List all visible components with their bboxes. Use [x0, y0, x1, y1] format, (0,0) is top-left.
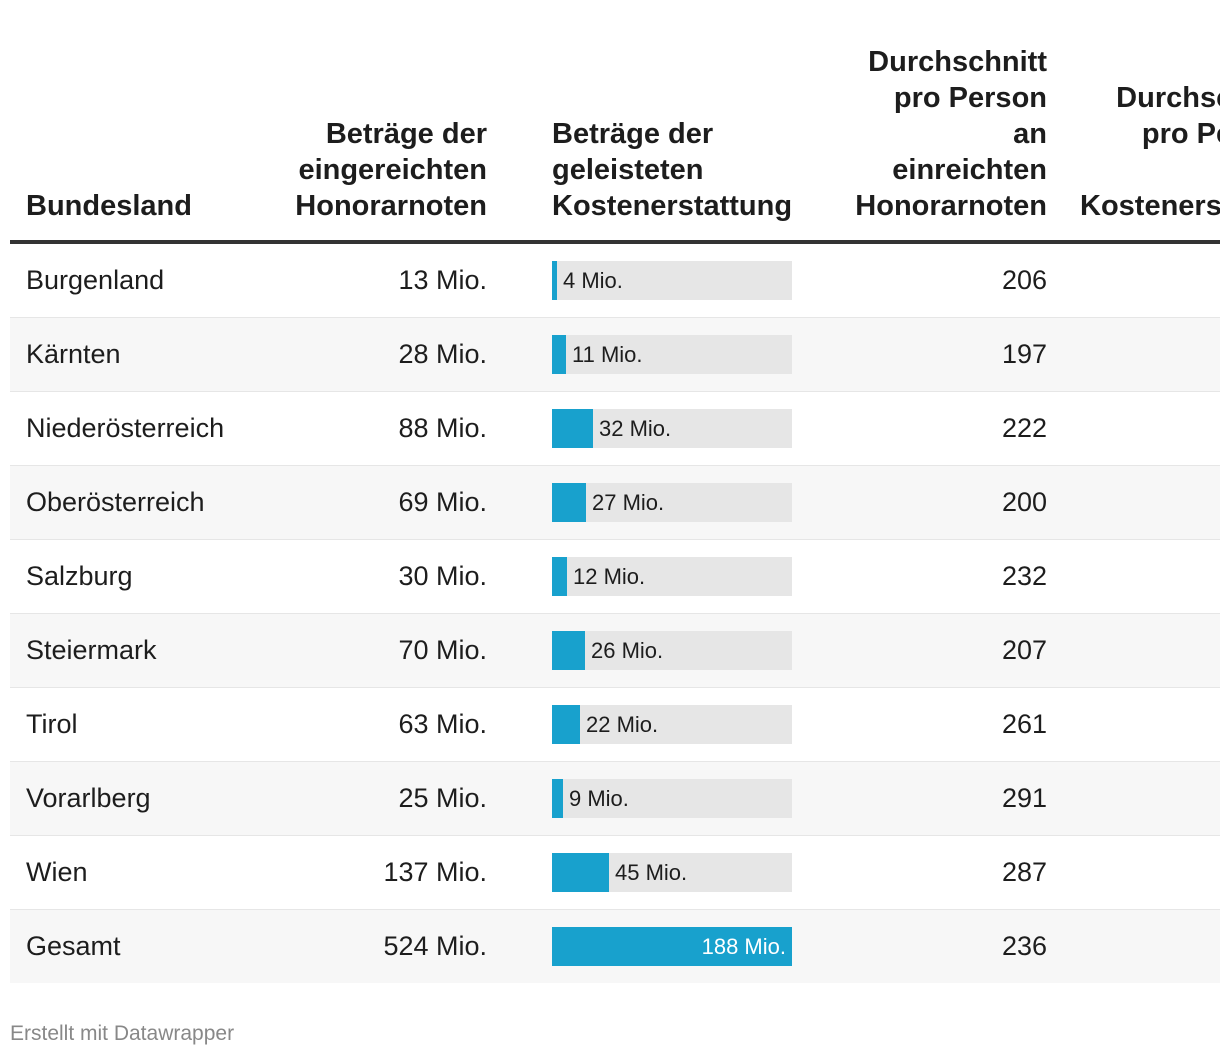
cell-bundesland: Niederösterreich: [26, 413, 225, 443]
cell-durchschnitt: 287: [1001, 857, 1047, 887]
cell-bundesland: Tirol: [26, 709, 78, 739]
header-durchschnitt-line: einreichten: [892, 154, 1047, 186]
bar-track: 4 Mio.: [552, 261, 792, 300]
table-row: Burgenland 13 Mio. 4 Mio. 206: [10, 244, 1220, 318]
cell-honorarnoten: 30 Mio.: [398, 561, 487, 591]
cell-bundesland: Gesamt: [26, 931, 121, 961]
header-kostenerstattung-line: Kostenerstattung: [552, 190, 793, 222]
cell-durchschnitt: 206: [1001, 265, 1047, 295]
cell-bundesland: Oberösterreich: [26, 487, 205, 517]
bar-fill: [552, 335, 566, 374]
header-durchschnitt-kosten-line: an: [1080, 152, 1220, 188]
header-durchschnitt-kosten-line: pro Person: [1141, 118, 1220, 150]
header-honorarnoten-line: eingereichten: [298, 154, 487, 186]
header-kostenerstattung-line: Beträge der: [552, 118, 714, 150]
bar-label: 4 Mio.: [563, 268, 623, 293]
header-durchschnitt-line: pro Person: [893, 82, 1047, 114]
header-kostenerstattung[interactable]: Beträge der geleisteten Kostenerstattung: [552, 116, 802, 224]
cell-durchschnitt: 291: [1001, 783, 1047, 813]
bar-fill: [552, 631, 585, 670]
cell-durchschnitt: 197: [1001, 339, 1047, 369]
bar-label: 9 Mio.: [569, 786, 629, 811]
bar-label: 45 Mio.: [615, 860, 688, 885]
cell-durchschnitt: 222: [1001, 413, 1047, 443]
bar-fill: [552, 261, 557, 300]
table-row: Tirol 63 Mio. 22 Mio. 261: [10, 688, 1220, 762]
cell-durchschnitt: 200: [1001, 487, 1047, 517]
bar-label: 32 Mio.: [599, 416, 672, 441]
bar-track: 26 Mio.: [552, 631, 792, 670]
bar-label: 27 Mio.: [592, 490, 665, 515]
bar-label: 26 Mio.: [591, 638, 664, 663]
header-durchschnitt-kosten-line: Durchschnitt: [1116, 82, 1220, 114]
bar-track: 12 Mio.: [552, 557, 792, 596]
bar-track: 9 Mio.: [552, 779, 792, 818]
bar-track: 27 Mio.: [552, 483, 792, 522]
cell-honorarnoten: 63 Mio.: [398, 709, 487, 739]
table-row: Steiermark 70 Mio. 26 Mio. 207: [10, 614, 1220, 688]
header-durchschnitt-kosten-line: Kostenerstattung: [1080, 190, 1220, 222]
cell-honorarnoten: 69 Mio.: [398, 487, 487, 517]
header-bundesland[interactable]: Bundesland: [26, 190, 192, 222]
bar-label: 11 Mio.: [572, 342, 643, 367]
cell-durchschnitt: 207: [1001, 635, 1047, 665]
bar-fill: [552, 483, 586, 522]
data-table: Bundesland Beträge der eingereichten Hon…: [10, 0, 1220, 983]
cell-durchschnitt: 261: [1001, 709, 1047, 739]
cell-bundesland: Burgenland: [26, 265, 165, 295]
cell-honorarnoten: 524 Mio.: [383, 931, 487, 961]
table-header: Bundesland Beträge der eingereichten Hon…: [10, 0, 1220, 244]
cell-honorarnoten: 28 Mio.: [398, 339, 487, 369]
cell-honorarnoten: 25 Mio.: [398, 783, 487, 813]
bar-track: 188 Mio.: [552, 927, 792, 966]
cell-durchschnitt: 232: [1001, 561, 1047, 591]
table-row: Salzburg 30 Mio. 12 Mio. 232: [10, 540, 1220, 614]
bar-fill: [552, 853, 609, 892]
cell-bundesland: Wien: [26, 857, 88, 887]
bar-track: 32 Mio.: [552, 409, 792, 448]
cell-bundesland: Vorarlberg: [26, 783, 151, 813]
header-honorarnoten[interactable]: Beträge der eingereichten Honorarnoten: [272, 116, 487, 224]
header-durchschnitt-line: Durchschnitt: [868, 46, 1047, 78]
bar-fill: [552, 927, 792, 966]
bar-fill: [552, 409, 593, 448]
bar-fill: [552, 705, 580, 744]
table-body: Burgenland 13 Mio. 4 Mio. 206 Kärnten 28 Mio.…: [10, 244, 1220, 983]
header-durchschnitt-kosten[interactable]: Durchschnitt pro Person an Kostenerstatt…: [1080, 80, 1220, 224]
header-durchschnitt-line: Honorarnoten: [855, 190, 1047, 222]
credit-footer[interactable]: Erstellt mit Datawrapper: [10, 1022, 235, 1045]
header-honorarnoten-line: Honorarnoten: [295, 190, 487, 222]
bar-label: 188 Mio.: [701, 934, 786, 959]
bar-track: 22 Mio.: [552, 705, 792, 744]
table-row: Vorarlberg 25 Mio. 9 Mio. 291: [10, 762, 1220, 836]
bar-track: 45 Mio.: [552, 853, 792, 892]
cell-honorarnoten: 88 Mio.: [398, 413, 487, 443]
cell-bundesland: Steiermark: [26, 635, 157, 665]
cell-durchschnitt: 236: [1001, 931, 1047, 961]
table-row: Wien 137 Mio. 45 Mio. 287: [10, 836, 1220, 910]
bar-track: 11 Mio.: [552, 335, 792, 374]
cell-honorarnoten: 70 Mio.: [398, 635, 487, 665]
cell-bundesland: Salzburg: [26, 561, 133, 591]
table-row: Oberösterreich 69 Mio. 27 Mio. 200: [10, 466, 1220, 540]
table-row: Kärnten 28 Mio. 11 Mio. 197: [10, 318, 1220, 392]
header-durchschnitt-line: an: [1013, 118, 1047, 150]
cell-honorarnoten: 13 Mio.: [398, 265, 487, 295]
table-row: Niederösterreich 88 Mio. 32 Mio. 222: [10, 392, 1220, 466]
bar-fill: [552, 557, 567, 596]
header-durchschnitt[interactable]: Durchschnitt pro Person an einreichten H…: [832, 44, 1047, 224]
table-row: Gesamt 524 Mio. 188 Mio. 236: [10, 910, 1220, 983]
bar-label: 12 Mio.: [573, 564, 646, 589]
bar-fill: [552, 779, 563, 818]
header-kostenerstattung-line: geleisteten: [552, 154, 704, 186]
header-honorarnoten-line: Beträge der: [325, 118, 487, 150]
bar-label: 22 Mio.: [586, 712, 659, 737]
cell-honorarnoten: 137 Mio.: [383, 857, 487, 887]
cell-bundesland: Kärnten: [26, 339, 121, 369]
